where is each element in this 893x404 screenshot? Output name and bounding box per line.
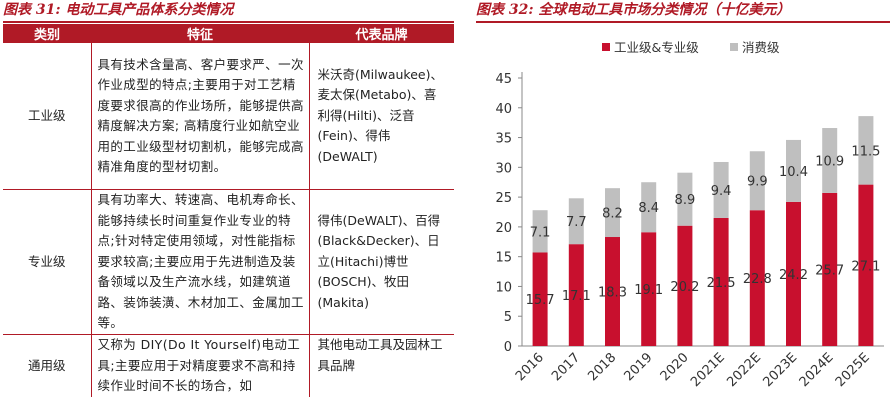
row-category: 工业级 bbox=[3, 43, 91, 190]
row-category: 专业级 bbox=[3, 189, 91, 335]
x-tick-label: 2024E bbox=[797, 350, 837, 390]
header-features: 特征 bbox=[91, 24, 309, 43]
data-label: 8.9 bbox=[675, 193, 696, 208]
y-tick-label: 5 bbox=[504, 310, 512, 325]
legend-swatch-industrial bbox=[602, 43, 610, 51]
data-label: 25.7 bbox=[815, 263, 844, 278]
bar-consumer bbox=[605, 188, 620, 238]
left-figure-title: 图表 31: 电动工具产品体系分类情况 bbox=[3, 2, 234, 18]
data-label: 15.7 bbox=[526, 293, 555, 308]
power-tool-market-chart: 0 5 10 15 20 25 30 35 40 45 15.7 7.1 2016 17.1 7.7 2017… bbox=[495, 40, 884, 390]
data-label: 20.2 bbox=[670, 280, 699, 295]
y-tick-label: 30 bbox=[495, 161, 512, 176]
data-label: 18.3 bbox=[598, 286, 627, 301]
bar-consumer bbox=[713, 161, 729, 218]
row-features: 又称为 DIY(Do It Yourself)电动工具;主要应用于对精度要求不高… bbox=[90, 334, 309, 397]
right-title-rule bbox=[476, 21, 890, 23]
bar-industrial-professional bbox=[713, 217, 729, 346]
y-tick-label: 20 bbox=[495, 221, 512, 236]
x-tick-label: 2021E bbox=[688, 350, 728, 390]
bar-consumer bbox=[749, 151, 765, 211]
y-tick-label: 25 bbox=[495, 191, 512, 206]
x-tick-label: 2018 bbox=[585, 350, 619, 384]
y-tick-label: 10 bbox=[495, 280, 512, 295]
x-tick-label: 2019 bbox=[622, 350, 656, 384]
data-label: 19.1 bbox=[634, 283, 663, 298]
bar-industrial-professional bbox=[641, 232, 657, 346]
bar-consumer bbox=[677, 172, 693, 226]
bar-industrial-professional bbox=[568, 244, 584, 346]
table-row: 专业级 具有功率大、转速高、电机寿命长、能够持续长时间重复作业专业的特点;针对特… bbox=[3, 189, 454, 335]
row-features: 具有功率大、转速高、电机寿命长、能够持续长时间重复作业专业的特点;针对特定使用领… bbox=[90, 189, 309, 335]
left-title-rule bbox=[3, 21, 454, 23]
x-tick-label: 2023E bbox=[761, 350, 801, 390]
data-label: 9.4 bbox=[711, 184, 732, 199]
x-tick-label: 2020 bbox=[658, 350, 692, 384]
legend-swatch-consumer bbox=[730, 43, 738, 51]
table-header-row: 类别 特征 代表品牌 bbox=[3, 24, 454, 43]
data-label: 11.5 bbox=[851, 144, 880, 159]
data-label: 7.1 bbox=[530, 225, 551, 240]
y-tick-label: 40 bbox=[495, 102, 512, 117]
data-label: 24.2 bbox=[779, 268, 808, 283]
x-tick-label: 2022E bbox=[724, 350, 764, 390]
bar-industrial-professional bbox=[605, 237, 620, 346]
data-label: 8.4 bbox=[638, 201, 659, 216]
header-category: 类别 bbox=[3, 24, 91, 43]
row-brands: 得伟(DeWALT)、百得(Black&Decker)、日立(Hitachi)博… bbox=[308, 189, 454, 335]
bar-industrial-professional bbox=[822, 192, 838, 346]
bar-consumer bbox=[641, 182, 657, 233]
bar-consumer bbox=[568, 198, 584, 245]
data-label: 10.4 bbox=[779, 165, 808, 180]
header-brands: 代表品牌 bbox=[309, 24, 454, 43]
table-row: 工业级 具有技术含量高、客户要求严、一次作业成型的特点;主要用于对工艺精度要求很… bbox=[3, 43, 454, 190]
y-tick-label: 35 bbox=[495, 132, 512, 147]
product-classification-table: 类别 特征 代表品牌 工业级 具有技术含量高、客户要求严、一次作业成型的特点;主… bbox=[3, 24, 454, 404]
legend-label: 消费级 bbox=[742, 40, 780, 55]
bar-industrial-professional bbox=[786, 201, 801, 346]
row-features: 具有技术含量高、客户要求严、一次作业成型的特点;主要用于对工艺精度要求很高的作业… bbox=[90, 43, 309, 190]
bar-industrial-professional bbox=[749, 210, 765, 346]
y-tick-label: 15 bbox=[495, 251, 512, 266]
row-brands: 米沃奇(Milwaukee)、麦太保(Metabo)、喜利得(Hilti)、泛音… bbox=[308, 43, 454, 190]
bar-consumer bbox=[532, 210, 548, 253]
bar-consumer bbox=[786, 139, 801, 202]
data-label: 27.1 bbox=[851, 259, 880, 274]
data-label: 8.2 bbox=[602, 207, 623, 222]
data-label: 10.9 bbox=[815, 154, 844, 169]
bar-industrial-professional bbox=[858, 184, 874, 346]
bar-consumer bbox=[858, 116, 874, 185]
x-tick-label: 2016 bbox=[513, 350, 547, 384]
data-label: 21.5 bbox=[707, 276, 736, 291]
y-tick-label: 0 bbox=[504, 340, 512, 355]
bar-consumer bbox=[822, 128, 838, 193]
data-label: 17.1 bbox=[562, 289, 591, 304]
row-category: 通用级 bbox=[27, 357, 66, 373]
bar-industrial-professional bbox=[677, 225, 693, 346]
table-row: 通用级 又称为 DIY(Do It Yourself)电动工具;主要应用于对精度… bbox=[3, 334, 454, 397]
row-brands: 其他电动工具及园林工具品牌 bbox=[308, 334, 454, 397]
y-tick-label: 45 bbox=[495, 72, 512, 87]
data-label: 22.8 bbox=[743, 272, 772, 287]
right-figure-title: 图表 32: 全球电动工具市场分类情况（十亿美元） bbox=[476, 2, 791, 18]
x-tick-label: 2025E bbox=[833, 350, 873, 390]
bar-industrial-professional bbox=[532, 252, 548, 346]
x-tick-label: 2017 bbox=[549, 350, 583, 384]
data-label: 7.7 bbox=[566, 215, 587, 230]
legend-label: 工业级&专业级 bbox=[614, 40, 699, 55]
data-label: 9.9 bbox=[747, 175, 768, 190]
